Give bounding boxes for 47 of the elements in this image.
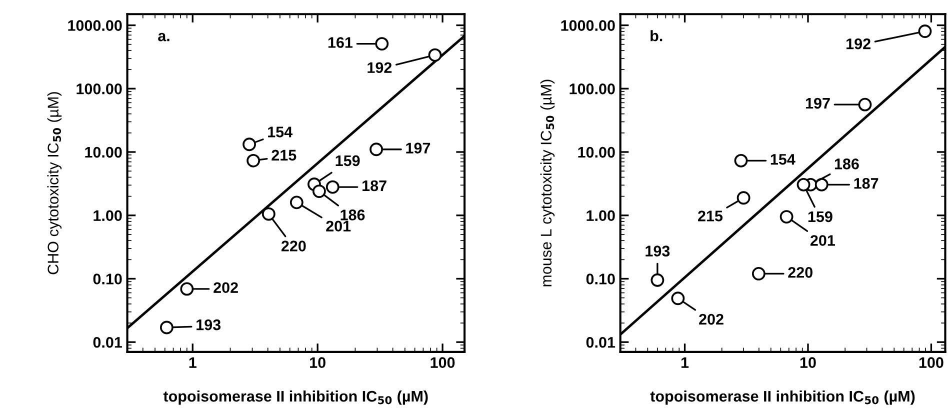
annotation: 193 [196, 319, 221, 330]
annotation: 192 [846, 38, 870, 50]
annotation: b. [650, 30, 662, 42]
annotation: 202 [699, 314, 724, 325]
annotation: 220 [281, 240, 306, 252]
annotation: 159 [808, 211, 832, 222]
y-tick-label: 1000.00 [561, 20, 615, 31]
annotation: 193 [646, 246, 670, 256]
annotation: 220 [788, 267, 812, 278]
x-tick-label: 100 [919, 357, 944, 368]
annotation: 215 [272, 150, 296, 161]
annotation: a. [158, 32, 170, 42]
y-axis-title: CHO cytotoxicity IC$_{50}$ (µM) [47, 92, 62, 274]
annotation: 192 [368, 62, 392, 74]
y-tick-label: 10.00 [85, 146, 122, 158]
annotation: 197 [406, 142, 430, 154]
annotation: 154 [770, 154, 796, 165]
x-tick-label: 10 [310, 357, 326, 368]
y-tick-label: 0.01 [586, 336, 616, 348]
annotation: 201 [326, 220, 351, 232]
x-tick-label: 100 [430, 357, 455, 368]
x-tick-label: 1 [681, 357, 689, 368]
annotation: 202 [214, 282, 238, 294]
annotation: 159 [336, 155, 360, 166]
y-tick-label: 100.00 [76, 84, 122, 94]
y-tick-label: 1000.00 [68, 20, 122, 31]
y-tick-label: 1.00 [586, 210, 615, 222]
x-axis-title: topoisomerase II inhibition IC$_{50}$ (µM) [650, 390, 915, 405]
y-tick-label: 100.00 [570, 84, 615, 94]
y-axis-title: mouse L cytotoxicity IC$_{50}$ (µM) [540, 80, 555, 286]
annotation: 197 [806, 98, 830, 109]
y-tick-label: 0.10 [93, 274, 122, 284]
annotation: 161 [328, 37, 353, 48]
annotation: 187 [854, 178, 878, 189]
x-tick-label: 10 [800, 357, 816, 368]
y-tick-label: 0.01 [93, 336, 122, 348]
annotation: 186 [834, 158, 859, 170]
annotation: 187 [362, 180, 386, 192]
y-tick-label: 1.00 [94, 210, 122, 222]
x-tick-label: 1 [189, 357, 196, 368]
annotation: 186 [340, 210, 365, 220]
annotation: 201 [810, 235, 835, 246]
annotation: 154 [268, 126, 292, 138]
y-tick-label: 10.00 [578, 146, 615, 158]
x-axis-title: topoisomerase II inhibition IC$_{50}$ (µM) [163, 390, 428, 405]
annotation: 215 [698, 210, 723, 222]
y-tick-label: 0.10 [586, 274, 615, 284]
